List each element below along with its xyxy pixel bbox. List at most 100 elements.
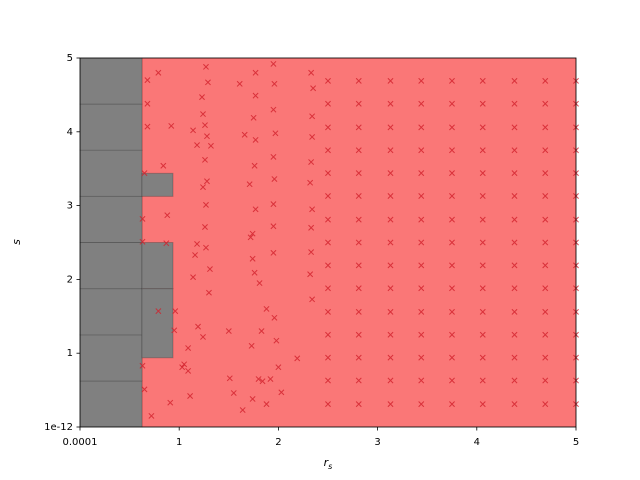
marker	[542, 401, 549, 408]
region	[141, 242, 174, 290]
marker	[387, 401, 394, 408]
marker	[355, 331, 362, 338]
marker	[239, 407, 246, 413]
marker	[479, 262, 486, 269]
marker	[308, 69, 315, 76]
marker	[247, 234, 254, 241]
x-tick-label: 1	[176, 437, 182, 448]
marker	[355, 216, 362, 223]
x-label-main: r	[324, 456, 330, 469]
marker	[479, 216, 486, 223]
marker	[205, 289, 212, 296]
marker	[542, 331, 549, 338]
marker	[511, 216, 518, 223]
marker	[205, 79, 211, 86]
marker	[270, 106, 277, 113]
marker	[192, 252, 199, 258]
marker	[479, 170, 486, 177]
marker	[511, 239, 518, 246]
regions	[79, 57, 577, 428]
marker	[355, 377, 362, 384]
marker	[194, 241, 201, 247]
marker	[202, 122, 208, 129]
y-axis-label: s	[10, 239, 23, 245]
marker	[275, 364, 282, 371]
axes-frame	[79, 57, 577, 428]
marker	[144, 123, 151, 130]
marker	[203, 244, 209, 251]
marker	[449, 170, 455, 177]
marker	[479, 377, 486, 384]
marker	[542, 216, 549, 223]
region	[79, 57, 143, 105]
marker	[248, 342, 255, 349]
marker	[479, 100, 486, 107]
y-tick-label: 5	[67, 53, 73, 64]
marker	[325, 77, 331, 84]
marker	[273, 337, 280, 344]
ticks: 0.0001 1 2 3 4 5 1e-12 1 2 3 4 5	[44, 53, 579, 448]
marker	[418, 401, 425, 408]
marker	[449, 285, 455, 292]
marker	[168, 122, 175, 129]
marker	[449, 401, 455, 408]
marker	[309, 206, 316, 213]
marker	[418, 170, 425, 177]
marker	[325, 262, 331, 269]
marker	[511, 285, 518, 292]
marker	[308, 159, 315, 166]
marker	[418, 308, 425, 315]
marker	[307, 179, 314, 186]
marker	[325, 147, 331, 154]
marker	[310, 85, 317, 92]
marker	[167, 399, 174, 406]
marker	[271, 176, 278, 182]
marker	[418, 377, 425, 384]
marker	[249, 255, 256, 262]
marker	[449, 354, 455, 361]
marker	[190, 274, 197, 281]
y-tick-label: 1	[67, 348, 73, 359]
marker	[267, 376, 274, 382]
marker	[200, 334, 206, 340]
region	[79, 380, 143, 428]
y-tick-label: 4	[67, 127, 73, 138]
marker	[418, 285, 425, 292]
marker	[355, 170, 362, 177]
marker	[270, 60, 277, 67]
marker	[163, 240, 170, 247]
x-tick-label: 4	[474, 437, 480, 448]
marker	[294, 355, 301, 362]
marker	[479, 354, 486, 361]
marker	[263, 401, 270, 408]
marker	[355, 354, 362, 361]
marker	[387, 262, 394, 269]
marker	[479, 239, 486, 246]
marker	[511, 100, 518, 107]
marker	[144, 100, 151, 107]
marker	[479, 193, 486, 199]
marker	[179, 364, 186, 371]
marker	[236, 80, 243, 87]
marker	[259, 378, 266, 385]
marker	[387, 239, 394, 246]
marker	[249, 396, 256, 402]
marker	[387, 331, 394, 338]
marker	[325, 331, 331, 338]
marker	[387, 193, 394, 199]
marker	[171, 327, 178, 334]
marker	[542, 239, 549, 246]
marker	[511, 170, 518, 177]
marker	[418, 147, 425, 154]
marker	[139, 362, 146, 369]
marker	[199, 94, 205, 101]
marker	[160, 162, 167, 169]
marker	[164, 212, 171, 219]
marker	[325, 239, 331, 246]
x-tick-label: 3	[374, 437, 380, 448]
marker	[449, 124, 455, 131]
marker	[230, 390, 237, 397]
region	[79, 242, 143, 290]
marker	[325, 100, 331, 107]
